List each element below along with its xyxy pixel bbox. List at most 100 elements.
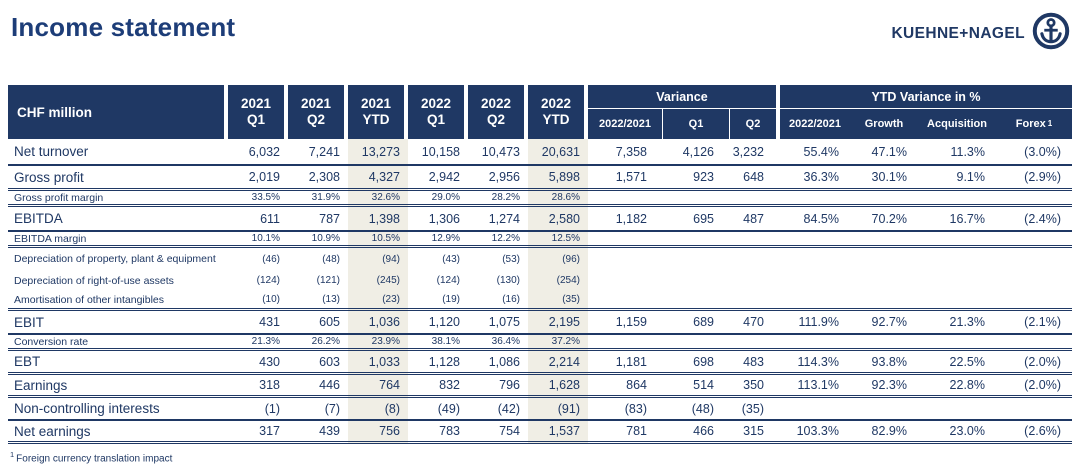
table-cell: 2,956 [468, 166, 528, 191]
table-cell [996, 291, 1072, 311]
table-cell: 1,033 [348, 351, 408, 375]
table-cell [918, 335, 996, 351]
table-cell: 47.1% [850, 139, 918, 166]
table-cell: (35) [528, 291, 588, 311]
table-cell: 2,942 [408, 166, 468, 191]
table-cell: 7,241 [288, 139, 348, 166]
table-cell: 33.5% [228, 191, 288, 207]
column-header-2022-ytd: 2022 YTD [528, 85, 588, 139]
variance-group-header: Variance [588, 85, 780, 109]
table-cell [996, 191, 1072, 207]
table-cell: 55.4% [780, 139, 850, 166]
table-cell [996, 232, 1072, 248]
table-cell: 10,158 [408, 139, 468, 166]
table-cell: (254) [528, 270, 588, 291]
table-cell: 1,274 [468, 207, 528, 232]
table-cell [730, 248, 780, 270]
table-cell: 431 [228, 311, 288, 335]
table-cell: 10.5% [348, 232, 408, 248]
table-cell: 648 [730, 166, 780, 191]
table-cell [730, 191, 780, 207]
row-label: EBITDA [8, 207, 228, 232]
table-cell [663, 248, 730, 270]
corner-header: CHF million [8, 85, 228, 139]
table-cell: 31.9% [288, 191, 348, 207]
table-cell: 611 [228, 207, 288, 232]
table-cell [850, 191, 918, 207]
ytd-variance-group-header: YTD Variance in % [780, 85, 1072, 109]
subcolumn-header-variance-q1: Q1 [663, 109, 730, 139]
table-cell: 430 [228, 351, 288, 375]
table-cell: (245) [348, 270, 408, 291]
table-cell [996, 335, 1072, 351]
table-cell: 20,631 [528, 139, 588, 166]
table-cell: 1,398 [348, 207, 408, 232]
table-cell: (8) [348, 398, 408, 421]
table-cell [918, 291, 996, 311]
table-cell: 689 [663, 311, 730, 335]
table-cell: 37.2% [528, 335, 588, 351]
table-cell [850, 335, 918, 351]
table-cell: 36.3% [780, 166, 850, 191]
table-cell: 113.1% [780, 375, 850, 398]
table-cell: 16.7% [918, 207, 996, 232]
table-cell [663, 232, 730, 248]
row-label: Depreciation of property, plant & equipm… [8, 248, 228, 270]
table-cell: 470 [730, 311, 780, 335]
table-cell: 1,182 [588, 207, 663, 232]
table-cell: 864 [588, 375, 663, 398]
table-cell [588, 248, 663, 270]
table-cell: 12.5% [528, 232, 588, 248]
table-cell: 28.2% [468, 191, 528, 207]
table-cell: 1,075 [468, 311, 528, 335]
table-cell: 783 [408, 421, 468, 444]
table-cell [996, 270, 1072, 291]
table-cell: 466 [663, 421, 730, 444]
table-cell: 36.4% [468, 335, 528, 351]
table-cell: (124) [228, 270, 288, 291]
table-cell: 111.9% [780, 311, 850, 335]
table-cell: 923 [663, 166, 730, 191]
table-cell: 2,214 [528, 351, 588, 375]
table-cell: 21.3% [918, 311, 996, 335]
table-cell: 318 [228, 375, 288, 398]
table-cell [996, 398, 1072, 421]
table-cell [588, 191, 663, 207]
table-cell: 2,019 [228, 166, 288, 191]
table-cell: (91) [528, 398, 588, 421]
table-cell: (2.1%) [996, 311, 1072, 335]
table-cell: 605 [288, 311, 348, 335]
table-cell: 10.9% [288, 232, 348, 248]
subcolumn-header-ytd-2022-2021: 2022/2021 [780, 109, 850, 139]
table-cell [850, 291, 918, 311]
row-label: Conversion rate [8, 335, 228, 351]
table-cell [780, 291, 850, 311]
footnote: 1 Foreign currency translation impact [10, 450, 173, 465]
table-cell: 10,473 [468, 139, 528, 166]
table-cell: (16) [468, 291, 528, 311]
column-header-2021-ytd: 2021 YTD [348, 85, 408, 139]
table-cell: 114.3% [780, 351, 850, 375]
table-cell: 446 [288, 375, 348, 398]
table-cell: 1,128 [408, 351, 468, 375]
row-label: EBT [8, 351, 228, 375]
table-cell: 514 [663, 375, 730, 398]
table-cell: 1,571 [588, 166, 663, 191]
table-cell: (7) [288, 398, 348, 421]
table-cell: 1,537 [528, 421, 588, 444]
row-label: Gross profit [8, 166, 228, 191]
table-cell [850, 398, 918, 421]
anchor-icon [1032, 12, 1070, 55]
table-cell: 781 [588, 421, 663, 444]
table-cell: 1,036 [348, 311, 408, 335]
table-cell [996, 248, 1072, 270]
column-header-2022-q1: 2022 Q1 [408, 85, 468, 139]
table-cell: 10.1% [228, 232, 288, 248]
table-cell: 4,327 [348, 166, 408, 191]
table-cell: 698 [663, 351, 730, 375]
table-cell [663, 270, 730, 291]
table-cell [663, 291, 730, 311]
table-cell: 7,358 [588, 139, 663, 166]
table-cell [918, 191, 996, 207]
